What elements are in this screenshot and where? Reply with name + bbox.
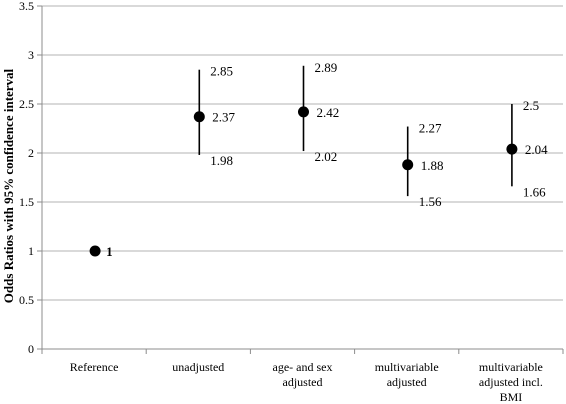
- lower-ci-label: 2.02: [315, 149, 338, 164]
- y-tick-label: 1: [28, 244, 34, 258]
- x-category-label-line: age- and sex: [273, 360, 333, 374]
- upper-ci-label: 2.85: [210, 64, 233, 79]
- x-category-label: unadjusted: [172, 360, 224, 374]
- upper-ci-label: 2.5: [523, 98, 539, 113]
- x-category-labels: Reference unadjusted age- and sex adjustedm…: [70, 360, 543, 404]
- x-category-label-line: Reference: [70, 360, 119, 374]
- odds-ratio-label: 2.42: [317, 105, 340, 120]
- confidence-intervals: [198, 65, 513, 197]
- odds-ratio-point: [298, 106, 309, 118]
- y-tick-label: 2.5: [19, 97, 34, 111]
- y-tick-label: 3.5: [19, 0, 34, 13]
- axes: [37, 5, 564, 354]
- odds-ratio-label: 2.04: [525, 142, 548, 157]
- x-category-label-line: adjusted: [283, 375, 323, 389]
- odds-ratio-label: 2.37: [212, 110, 235, 125]
- odds-ratio-point: [89, 245, 101, 257]
- y-tick-label: 3: [28, 48, 34, 62]
- y-axis-title: Odds Ratios with 95% confidence interval: [1, 68, 16, 303]
- data-points: [89, 106, 518, 257]
- odds-ratio-point: [193, 111, 205, 123]
- odds-ratio-point: [402, 159, 414, 171]
- x-category-label-line: multivariable: [479, 360, 543, 374]
- y-tick-label: 1.5: [19, 195, 34, 209]
- x-category-label-line: BMI: [500, 390, 523, 404]
- x-category-label-line: adjusted incl.: [479, 375, 543, 389]
- odds-ratio-point: [506, 143, 518, 155]
- y-tick-label: 0: [28, 342, 34, 356]
- x-category-label: Reference: [70, 360, 119, 374]
- x-category-label-line: multivariable: [375, 360, 439, 374]
- upper-ci-label: 2.89: [315, 60, 338, 75]
- data-labels: 1 2.37 2.85 1.98 2.42 2.89 2.02 1.88 2.27 1.56 2.0…: [106, 60, 548, 259]
- y-tick-label: 2: [28, 146, 34, 160]
- y-tick-labels: 0 0.5 1 1.5 2 2.5 3 3.5: [19, 0, 34, 356]
- x-category-label: multivariable adjusted: [375, 360, 439, 389]
- lower-ci-label: 1.56: [419, 194, 442, 209]
- lower-ci-label: 1.98: [210, 153, 233, 168]
- upper-ci-label: 2.27: [419, 121, 442, 136]
- odds-ratio-label: 1.88: [421, 158, 444, 173]
- y-tick-label: 0.5: [19, 293, 34, 307]
- x-category-label: age- and sex adjusted: [273, 360, 333, 389]
- odds-ratio-label: 1: [106, 244, 113, 259]
- x-category-label: multivariable adjusted incl. BMI: [479, 360, 543, 404]
- gridlines: [42, 5, 563, 301]
- lower-ci-label: 1.66: [523, 184, 546, 199]
- x-category-label-line: unadjusted: [172, 360, 224, 374]
- x-category-label-line: adjusted: [387, 375, 427, 389]
